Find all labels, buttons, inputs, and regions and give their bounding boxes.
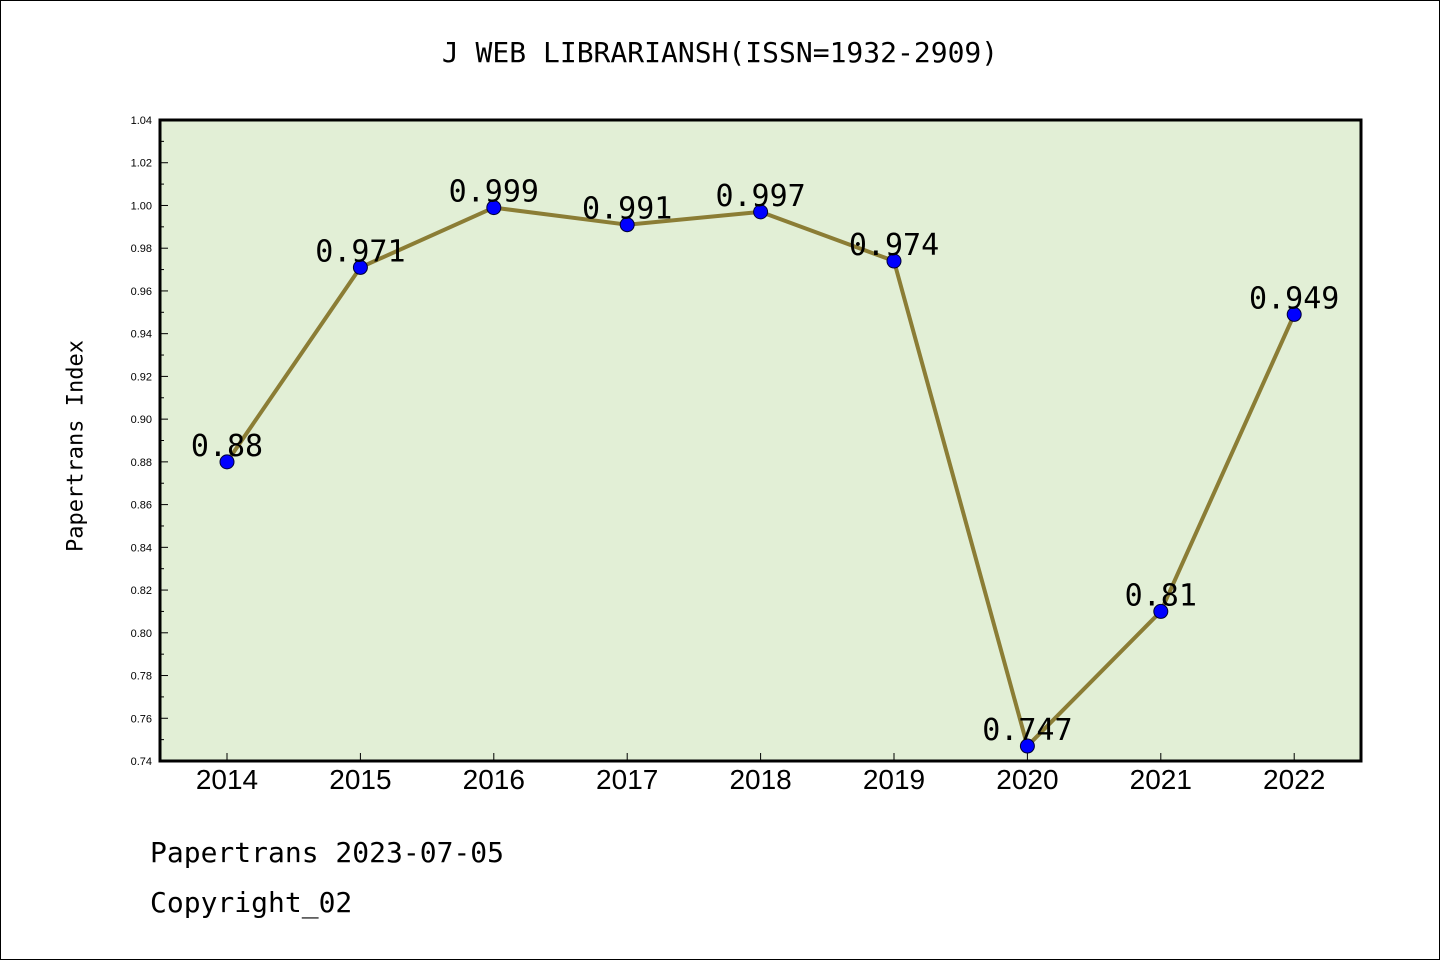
y-tick-label: 1.04 <box>131 115 152 127</box>
data-point <box>486 200 502 216</box>
footer-date: Papertrans 2023-07-05 <box>150 836 505 869</box>
x-tick-label: 2021 <box>1130 764 1192 795</box>
x-tick-label: 2016 <box>463 764 525 795</box>
y-tick-label: 0.80 <box>131 628 152 640</box>
y-tick-label: 0.88 <box>131 457 152 469</box>
y-tick-label: 0.98 <box>131 243 152 255</box>
y-tick-label: 0.76 <box>131 713 152 725</box>
data-point <box>352 259 368 275</box>
y-tick-label: 0.78 <box>131 671 152 683</box>
data-label: 0.997 <box>715 179 805 214</box>
data-point <box>1153 603 1169 619</box>
y-tick-label: 0.86 <box>131 500 152 512</box>
data-markers <box>219 200 1302 754</box>
chart-title: J WEB LIBRARIANSH(ISSN=1932-2909) <box>441 36 999 69</box>
x-tick-label: 2015 <box>329 764 391 795</box>
y-tick-label: 0.96 <box>131 286 152 298</box>
data-labels: 0.88 0.971 0.999 0.991 0.997 0.974 0.747 0.81 0.… <box>191 175 1339 748</box>
data-point <box>619 217 635 233</box>
x-tick-label: 2014 <box>196 764 258 795</box>
data-point <box>219 454 235 470</box>
y-tick-label: 0.82 <box>131 585 152 597</box>
plot-area <box>160 120 1361 761</box>
y-tick-label: 0.74 <box>131 756 152 768</box>
data-label: 0.88 <box>191 429 263 464</box>
x-tick-label: 2019 <box>863 764 925 795</box>
y-tick-label: 0.84 <box>131 542 152 554</box>
data-point <box>1019 738 1035 754</box>
y-tick-label: 0.92 <box>131 371 152 383</box>
data-label: 0.991 <box>582 192 672 227</box>
data-point <box>886 253 902 269</box>
data-label: 0.974 <box>849 228 939 263</box>
data-point <box>1286 306 1302 322</box>
data-label: 0.999 <box>449 175 539 210</box>
footer-copyright: Copyright_02 <box>150 886 353 919</box>
y-tick-label: 1.02 <box>131 158 152 170</box>
x-axis: 2014 2015 2016 2017 2018 2019 2020 2021 2022 <box>196 753 1325 795</box>
x-tick-label: 2018 <box>729 764 791 795</box>
x-tick-label: 2022 <box>1263 764 1325 795</box>
x-tick-label: 2020 <box>996 764 1058 795</box>
plot-border <box>158 118 1363 763</box>
y-tick-label: 0.94 <box>131 329 152 341</box>
data-label: 0.747 <box>982 713 1072 748</box>
y-tick-label: 0.90 <box>131 414 152 426</box>
data-label: 0.81 <box>1125 578 1197 613</box>
data-label: 0.949 <box>1249 281 1339 316</box>
data-point <box>753 204 769 220</box>
x-tick-label: 2017 <box>596 764 658 795</box>
y-axis: 0.74 0.76 0.78 0.80 0.82 0.84 0.86 0.88 0.90 0.92… <box>131 115 168 768</box>
y-tick-label: 1.00 <box>131 200 152 212</box>
data-label: 0.971 <box>315 234 405 269</box>
